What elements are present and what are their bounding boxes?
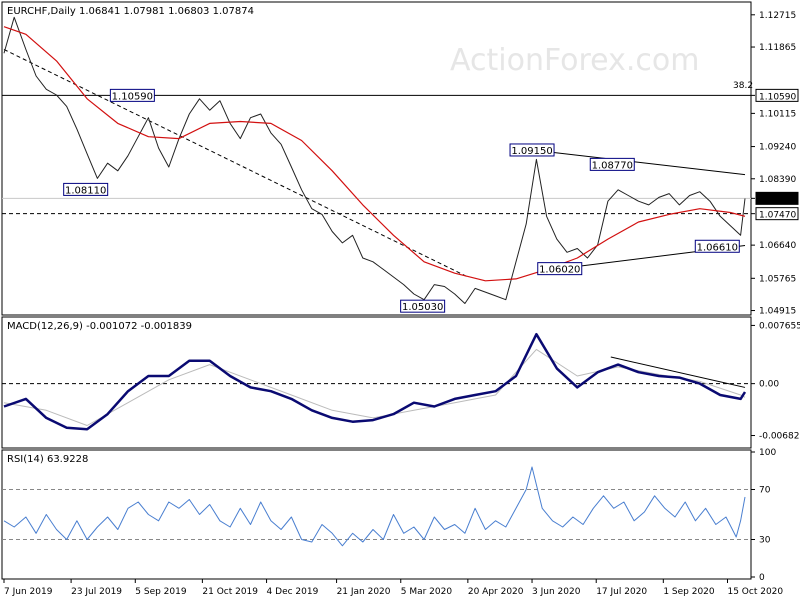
- price-pane[interactable]: [1, 1, 752, 316]
- fib-level-label: 38.2: [733, 81, 753, 91]
- annotation-4: 1.06020: [537, 262, 583, 276]
- watermark: ActionForex.com: [450, 43, 699, 78]
- price-level-tag: 1.07874: [755, 191, 799, 205]
- rsi-chart: [2, 466, 751, 547]
- price-level-tag-label: 1.10590: [759, 92, 796, 102]
- x-tick-label: 17 Jul 2020: [596, 587, 647, 597]
- price-tick-label: 1.04915: [759, 307, 796, 317]
- annotation-box: [537, 262, 583, 276]
- price-tick-label: 1.05765: [759, 274, 796, 284]
- x-tick-label: 5 Mar 2020: [401, 587, 453, 597]
- annotation-box: [63, 182, 109, 196]
- macd-tick-label: -0.006822: [759, 432, 800, 442]
- x-tick-label: 23 Jul 2019: [71, 587, 122, 597]
- x-tick-label: 5 Sep 2019: [135, 587, 187, 597]
- macd-tick-label: 0.007655: [759, 321, 800, 331]
- price-tick-label: 1.06640: [759, 241, 796, 251]
- price-level-tag-label: 1.07874: [759, 195, 796, 205]
- rsi-tick-label: 100: [759, 448, 776, 458]
- annotation-box: [694, 239, 740, 253]
- axes: 1.12715 1.11865 1.10590 1.10115 1.09240 1.083…: [3, 11, 800, 597]
- macd-tick-label: 0.00: [759, 380, 779, 390]
- annotation-2: 1.09150: [509, 143, 555, 157]
- macd-trend-line-0: [610, 356, 746, 388]
- macd-series: [3, 332, 747, 431]
- price-tick-label: 1.09240: [759, 143, 796, 153]
- price-chart: 1.10590 1.08110 1.09150 1.08770 1.06020 1.066…: [2, 16, 751, 313]
- price-level-tag: 1.07470: [755, 207, 799, 221]
- rsi-tick-label: 30: [759, 536, 771, 546]
- trend-line-1: [531, 149, 746, 176]
- price-pane-title: EURCHF,Daily 1.06841 1.07981 1.06803 1.0…: [7, 6, 254, 17]
- price-level-tag-box: [755, 191, 799, 205]
- annotation-label: 1.06020: [539, 265, 580, 276]
- x-tick-label: 4 Dec 2019: [267, 587, 319, 597]
- annotation-box: [400, 299, 446, 313]
- price-level-tag: 1.10590: [755, 88, 799, 102]
- price-series: [3, 16, 746, 304]
- annotation-label: 1.09150: [511, 146, 552, 157]
- price-level-tag-label: 1.07470: [759, 211, 796, 221]
- annotation-box: [589, 157, 635, 171]
- annotation-box: [509, 143, 555, 157]
- price-tick-label: 1.10115: [759, 109, 796, 119]
- x-tick-label: 3 Jun 2020: [532, 587, 581, 597]
- x-tick-label: 1 Sep 2020: [663, 587, 715, 597]
- annotation-label: 1.08770: [592, 160, 633, 171]
- annotation-3: 1.08770: [589, 157, 635, 171]
- x-tick-label: 15 Oct 2020: [727, 587, 783, 597]
- x-tick-label: 21 Oct 2019: [202, 587, 258, 597]
- macd-chart: [2, 332, 751, 431]
- rsi-pane[interactable]: [1, 449, 752, 580]
- price-level-tag-box: [755, 88, 799, 102]
- rsi-pane-title: RSI(14) 63.9228: [7, 454, 88, 465]
- annotation-box: [109, 88, 155, 102]
- price-tick-label: 1.12715: [759, 11, 796, 21]
- macd-pane[interactable]: [1, 316, 752, 449]
- x-tick-label: 7 Jun 2019: [4, 587, 53, 597]
- price-level-tag-box: [755, 207, 799, 221]
- annotation-label: 1.08110: [65, 185, 106, 196]
- price-tick-label: 1.11865: [759, 43, 796, 53]
- rsi-series: [3, 466, 746, 547]
- rsi-tick-label: 0: [759, 573, 765, 583]
- annotation-label: 1.10590: [112, 91, 153, 102]
- annotation-label: 1.06610: [697, 242, 738, 253]
- macd-pane-title: MACD(12,26,9) -0.001072 -0.001839: [7, 321, 192, 332]
- annotation-6: 1.05030: [400, 299, 446, 313]
- x-tick-label: 21 Jan 2020: [337, 587, 391, 597]
- rsi-tick-label: 70: [759, 486, 771, 496]
- annotation-1: 1.08110: [63, 182, 109, 196]
- ma-series: [3, 26, 746, 282]
- annotation-0: 1.10590: [109, 88, 155, 102]
- trend-line-0: [3, 49, 469, 278]
- x-tick-label: 20 Apr 2020: [468, 587, 524, 597]
- annotation-label: 1.05030: [402, 302, 443, 313]
- price-tick-label: 1.08390: [759, 175, 796, 185]
- annotation-5: 1.06610: [694, 239, 740, 253]
